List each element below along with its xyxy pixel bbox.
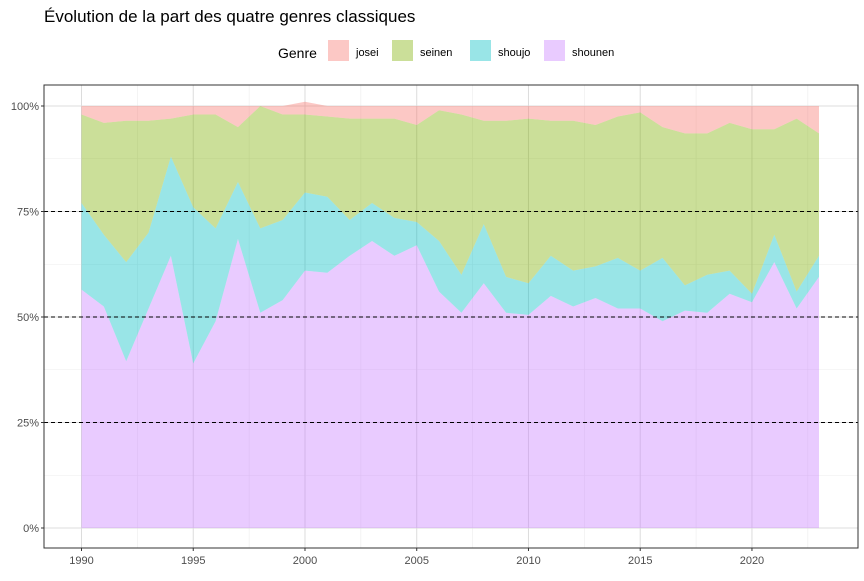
- area-shounen: [81, 238, 819, 528]
- y-tick-label: 75%: [17, 207, 39, 219]
- legend-label-shounen: shounen: [572, 47, 614, 59]
- plot-area: 0% 25% 50% 75% 100% 1990 1995 2000 2005 2010 2015 2…: [11, 84, 859, 567]
- area-seinen: [81, 106, 819, 294]
- legend-label-shoujo: shoujo: [498, 47, 530, 59]
- x-tick-label: 1995: [181, 555, 205, 567]
- y-tick-label: 25%: [17, 418, 39, 430]
- x-tick-label: 2000: [293, 555, 317, 567]
- legend-title: Genre: [278, 45, 317, 61]
- chart-title: Évolution de la part des quatre genres c…: [44, 7, 415, 26]
- y-tick-label: 50%: [17, 312, 39, 324]
- x-tick-label: 1990: [69, 555, 93, 567]
- x-tick-label: 2005: [404, 555, 428, 567]
- y-tick-label: 0%: [23, 523, 39, 535]
- area-josei: [81, 101, 819, 134]
- x-tick-label: 2010: [516, 555, 540, 567]
- legend-label-seinen: seinen: [420, 47, 452, 59]
- y-tick-label: 100%: [11, 101, 39, 113]
- legend-key-seinen: [392, 40, 413, 61]
- legend-key-josei: [328, 40, 349, 61]
- legend-key-shoujo: [470, 40, 491, 61]
- legend: Genre josei seinen shoujo shounen: [278, 40, 614, 61]
- legend-label-josei: josei: [355, 47, 379, 59]
- x-tick-label: 2020: [740, 555, 764, 567]
- legend-key-shounen: [544, 40, 565, 61]
- area-shoujo: [81, 156, 819, 364]
- x-tick-label: 2015: [628, 555, 652, 567]
